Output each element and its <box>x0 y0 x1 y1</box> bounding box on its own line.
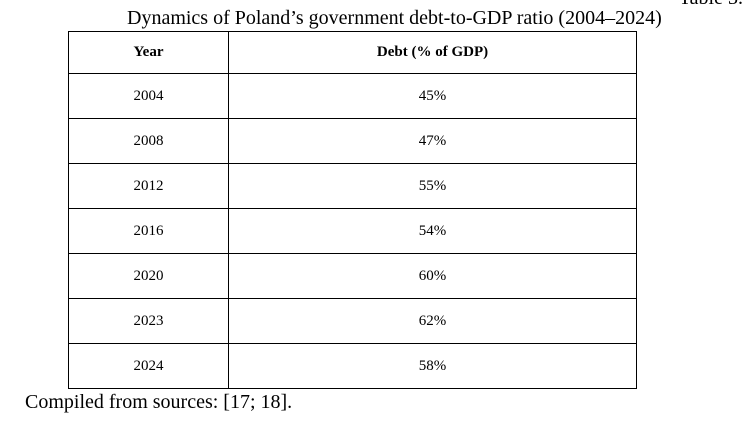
year-cell: 2012 <box>68 163 229 209</box>
year-cell: 2024 <box>68 343 229 389</box>
year-cell: 2020 <box>68 253 229 299</box>
source-note: Compiled from sources: [17; 18]. <box>25 391 293 413</box>
column-header-debt: Debt (% of GDP) <box>228 31 637 74</box>
debt-cell: 45% <box>228 73 637 119</box>
year-cell: 2008 <box>68 118 229 164</box>
table-row: 2004 45% <box>68 73 637 119</box>
table-row: 2023 62% <box>68 298 637 344</box>
debt-cell: 47% <box>228 118 637 164</box>
debt-cell: 60% <box>228 253 637 299</box>
debt-cell: 62% <box>228 298 637 344</box>
table-number: Table 3. <box>679 0 743 10</box>
table-row: 2008 47% <box>68 118 637 164</box>
table-row: 2016 54% <box>68 208 637 254</box>
year-cell: 2016 <box>68 208 229 254</box>
debt-table: Year Debt (% of GDP) 2004 45% 2008 47% 201… <box>68 31 637 389</box>
column-header-year: Year <box>68 31 229 74</box>
table-row: 2012 55% <box>68 163 637 209</box>
table-title: Dynamics of Poland’s government debt-to-… <box>127 7 662 29</box>
year-cell: 2023 <box>68 298 229 344</box>
year-cell: 2004 <box>68 73 229 119</box>
debt-cell: 58% <box>228 343 637 389</box>
debt-cell: 54% <box>228 208 637 254</box>
header-row: Year Debt (% of GDP) <box>68 31 637 74</box>
table-row: 2020 60% <box>68 253 637 299</box>
debt-cell: 55% <box>228 163 637 209</box>
table-row: 2024 58% <box>68 343 637 389</box>
